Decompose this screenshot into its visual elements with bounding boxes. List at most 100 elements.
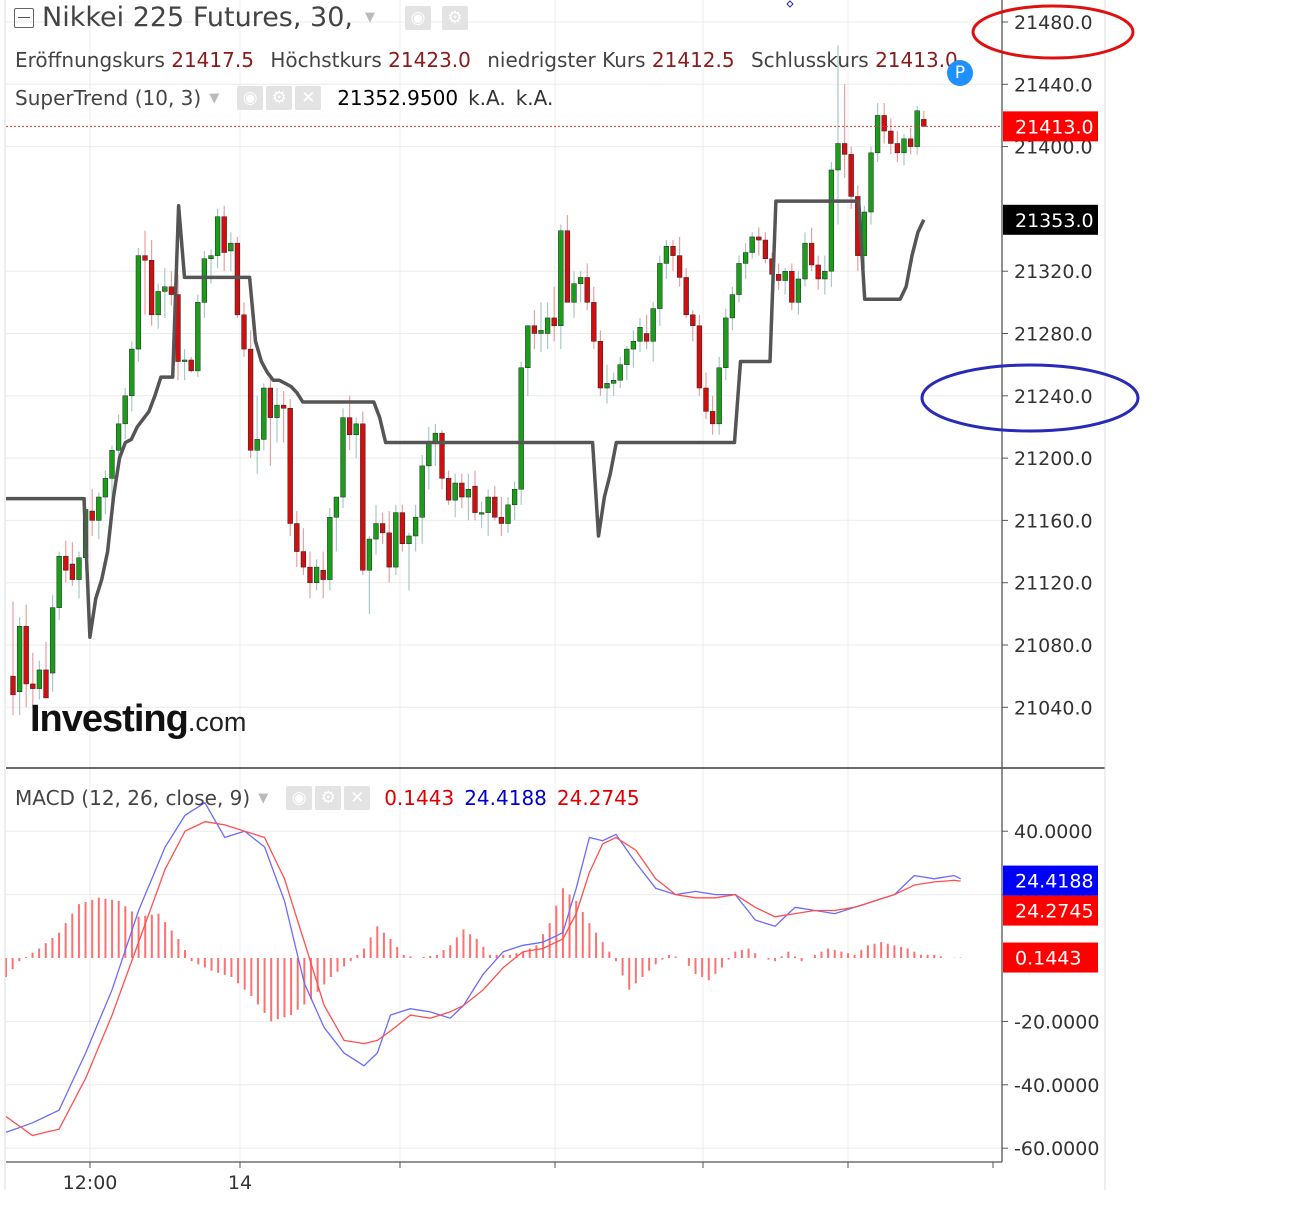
candle-body — [23, 626, 29, 685]
candle-body — [76, 557, 82, 580]
eye-icon[interactable]: ◉ — [286, 786, 313, 810]
low-label: niedrigster Kurs — [487, 48, 646, 72]
axis-tick-labels: 21480.0 21440.0 21400.0 21320.0 21280.0 21240… — [63, 12, 1100, 1194]
signal-line — [5, 821, 961, 1137]
chart-title: Nikkei 225 Futures, 30, — [42, 2, 353, 33]
candle-body — [670, 246, 676, 256]
candle-body — [274, 404, 280, 418]
gear-icon[interactable]: ⚙ — [441, 5, 468, 30]
high-value: 21423.0 — [388, 48, 471, 72]
hist-value-label-bg — [1003, 942, 1098, 973]
signal-value: 24.2745 — [556, 786, 640, 810]
last-price-label: 21413.0 — [1015, 116, 1094, 138]
price-tick-label: 21160.0 — [1014, 510, 1093, 532]
candle-body — [544, 317, 551, 334]
candle-body — [795, 278, 802, 303]
candle-body — [313, 566, 320, 583]
candle-body — [492, 496, 498, 518]
candle-body — [564, 230, 571, 303]
eye-icon[interactable]: ◉ — [237, 86, 264, 110]
logo-suffix: .com — [187, 707, 247, 737]
macd-tick-label: 40.0000 — [1014, 821, 1093, 843]
ohlc-legend: Eröffnungskurs 21417.5 Höchstkurs 21423.… — [15, 48, 968, 72]
macd-tick-label: -40.0000 — [1014, 1075, 1099, 1097]
annotations — [786, 0, 1140, 433]
eye-icon[interactable]: ◉ — [404, 5, 431, 30]
candle-body — [142, 255, 148, 261]
close-icon[interactable]: ✕ — [344, 786, 371, 810]
candle-body — [472, 485, 478, 513]
candle-body — [789, 270, 795, 303]
candle-body — [683, 277, 689, 316]
candle-body — [505, 504, 511, 524]
candle-body — [36, 669, 43, 689]
candle-body — [815, 264, 821, 280]
macd-tick-label: -60.0000 — [1014, 1138, 1099, 1160]
candle-body — [300, 551, 307, 568]
candle-body — [538, 330, 544, 334]
candle-body — [393, 512, 399, 568]
collapse-icon[interactable] — [14, 7, 34, 28]
candle-body — [267, 387, 274, 418]
candle-body — [775, 274, 782, 281]
supertrend-legend: SuperTrend (10, 3) ▼ ◉ ⚙ ✕ 21352.9500 k.… — [15, 86, 553, 110]
candle-body — [280, 404, 287, 409]
candle-body — [762, 239, 769, 259]
candle-body — [802, 242, 808, 280]
candle-body — [406, 535, 412, 545]
price-tick-label: 21200.0 — [1014, 448, 1093, 470]
candle-body — [135, 255, 142, 350]
macd-legend: MACD (12, 26, close, 9) ▼ ◉ ⚙ ✕ 0.1443 2… — [15, 786, 640, 810]
candle-body — [577, 277, 584, 284]
chevron-down-icon[interactable]: ▼ — [209, 90, 220, 106]
candle-body — [452, 482, 458, 501]
candle-body — [43, 669, 49, 699]
supertrend-price-label-bg — [1003, 204, 1098, 235]
supertrend-value: 21352.9500 — [337, 86, 459, 110]
candle-body — [228, 242, 234, 252]
candle-body — [320, 569, 326, 580]
p-badge[interactable]: P — [947, 60, 973, 86]
candle-body — [241, 314, 247, 350]
candle-body — [399, 512, 406, 545]
candle-body — [742, 252, 749, 264]
blue-circle-annotation — [920, 363, 1140, 433]
candle-body — [868, 152, 874, 213]
candle-body — [650, 308, 656, 342]
candle-body — [201, 258, 208, 303]
candle-body — [597, 341, 604, 389]
gear-icon[interactable]: ⚙ — [266, 86, 293, 110]
chevron-down-icon[interactable]: ▼ — [258, 790, 269, 806]
candle-body — [327, 517, 333, 580]
close-icon[interactable]: ✕ — [295, 86, 322, 110]
candle-body — [214, 216, 221, 256]
candle-body — [749, 236, 755, 253]
candle-body — [155, 291, 161, 316]
candle-body — [412, 517, 419, 537]
gear-icon[interactable]: ⚙ — [315, 786, 342, 810]
candle-body — [835, 143, 841, 171]
candle-body — [208, 255, 214, 259]
red-circle-annotation — [971, 4, 1135, 60]
candle-body — [386, 532, 392, 568]
candle-body — [30, 683, 36, 689]
macd-line — [5, 801, 961, 1133]
candle-body — [822, 270, 828, 280]
candle-body — [353, 423, 359, 435]
investing-logo: Investing.com — [30, 698, 246, 741]
chevron-down-icon[interactable]: ▼ — [364, 10, 375, 25]
candle-body — [16, 626, 23, 692]
candle-body — [921, 119, 927, 127]
candle-body — [676, 255, 683, 278]
candle-body — [426, 442, 432, 467]
close-label: Schlusskurs — [750, 48, 869, 72]
candle-body — [162, 286, 168, 292]
candle-body — [518, 367, 524, 490]
candle-body — [782, 270, 788, 281]
candle-body — [340, 417, 346, 498]
candle-body — [531, 325, 538, 334]
macd-value-label-bg — [1003, 865, 1098, 896]
last-price-label-bg — [1003, 111, 1098, 142]
price-tick-label: 21400.0 — [1014, 137, 1093, 159]
